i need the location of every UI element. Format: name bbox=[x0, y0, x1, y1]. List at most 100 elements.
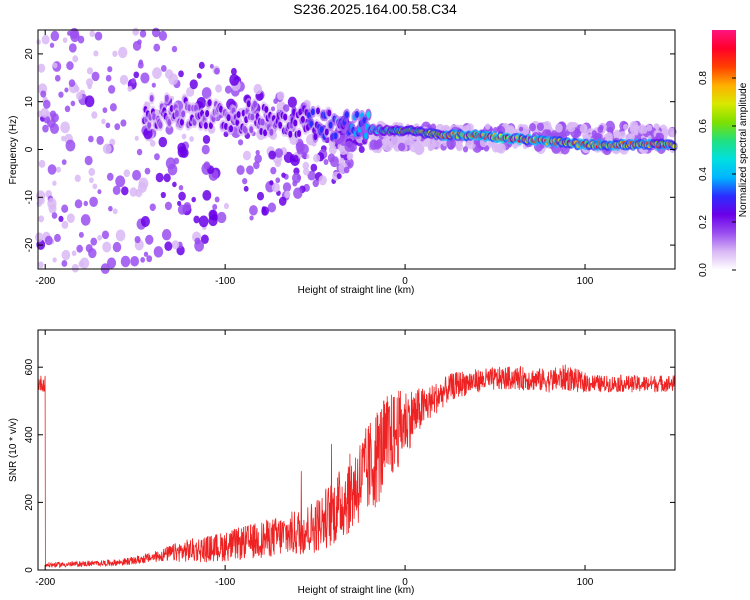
spectrogram-cell bbox=[176, 245, 185, 256]
spectrogram-cell bbox=[40, 90, 47, 98]
spectrogram-cell bbox=[229, 73, 240, 86]
spectrogram-cell bbox=[201, 87, 212, 99]
colorbar-tick-label: 0.0 bbox=[698, 263, 709, 277]
spectrogram-cell bbox=[202, 190, 212, 201]
signal-cell bbox=[147, 121, 152, 129]
spectrogram-cell bbox=[194, 237, 201, 245]
spectrogram-cell bbox=[60, 121, 71, 134]
spectrogram-cell bbox=[173, 157, 180, 165]
signal-cell bbox=[324, 128, 329, 136]
spectrogram-cell bbox=[112, 241, 122, 253]
spectrogram-cell bbox=[171, 240, 180, 250]
spectrogram-cell bbox=[485, 123, 491, 130]
spectrogram-cell bbox=[134, 135, 139, 141]
spectrogram-cell bbox=[89, 196, 98, 208]
snr-frame bbox=[37, 329, 676, 571]
spectrogram-cell bbox=[494, 144, 501, 152]
spectrogram-cell bbox=[196, 96, 207, 109]
spectrogram-cell bbox=[61, 204, 69, 213]
spectrogram-cell bbox=[50, 30, 60, 42]
signal-cell bbox=[236, 111, 241, 119]
snr-y-label: SNR (10 * v/v) bbox=[8, 418, 19, 482]
signal-cell bbox=[250, 113, 255, 121]
signal-cell bbox=[174, 109, 179, 117]
colorbar-gradient bbox=[712, 30, 736, 270]
spectrogram-cell bbox=[269, 180, 274, 186]
spectrogram-cell bbox=[198, 61, 205, 69]
spectrogram-cell bbox=[129, 187, 138, 197]
spectrogram-cell bbox=[119, 74, 129, 85]
spectrogram-cell bbox=[223, 202, 230, 210]
spectrogram-cell bbox=[145, 234, 154, 245]
spectrogram-cell bbox=[189, 79, 198, 90]
colorbar-tick-label: 0.2 bbox=[698, 215, 709, 229]
spectrogram-cell bbox=[131, 77, 136, 84]
spectrogram-cell bbox=[93, 50, 99, 57]
spectrogram-cell bbox=[36, 200, 43, 207]
spectrogram-cell bbox=[66, 213, 75, 223]
snr-y-tick-label: 400 bbox=[24, 426, 35, 443]
spectrogram-cell bbox=[473, 139, 478, 145]
spectrogram-cell bbox=[422, 139, 430, 148]
spectrogram-cell bbox=[390, 136, 401, 149]
spectrogram-cell bbox=[242, 177, 248, 185]
spectrogram-cell bbox=[284, 190, 291, 199]
spectrogram-cell bbox=[242, 150, 252, 161]
spectrogram-cell bbox=[200, 234, 209, 244]
signal-cell bbox=[167, 118, 172, 126]
spectrogram-x-label: Height of straight line (km) bbox=[298, 285, 415, 296]
spectrogram-cell bbox=[328, 145, 337, 155]
spectrogram-cell bbox=[591, 130, 598, 137]
colorbar-ticks: 0.0 0.2 0.4 0.6 0.8 bbox=[698, 71, 736, 277]
spectrogram-cell bbox=[109, 103, 117, 112]
spectrogram-cell bbox=[276, 91, 285, 101]
spectrogram-cell bbox=[64, 105, 71, 113]
spectrogram-cell bbox=[555, 123, 563, 133]
spectrogram-cell bbox=[70, 100, 76, 107]
spectrogram-cell bbox=[71, 263, 79, 273]
spectrogram-cell bbox=[83, 200, 89, 207]
spectrogram-cell bbox=[151, 82, 156, 88]
spectrogram-cell bbox=[112, 208, 118, 215]
signal-cell bbox=[263, 129, 268, 137]
signal-cell bbox=[179, 118, 184, 126]
spectrogram-cell bbox=[214, 67, 220, 75]
spectrogram-cell bbox=[181, 133, 187, 140]
spectrogram-cell bbox=[91, 71, 100, 82]
spectrogram-cell bbox=[101, 230, 110, 240]
spectrogram-cell bbox=[168, 73, 179, 86]
snr-x-tick-label: -200 bbox=[35, 577, 55, 588]
spectrogram-cell bbox=[88, 167, 96, 176]
spectrogram-cell bbox=[347, 162, 352, 168]
spectrogram-x-ticks: -200 -100 0 100 bbox=[35, 30, 594, 287]
spectrogram-cell bbox=[177, 204, 187, 215]
spectrogram-cell bbox=[42, 124, 49, 133]
signal-cell bbox=[164, 94, 169, 102]
spectrogram-cell bbox=[115, 175, 126, 188]
spectrogram-cell bbox=[261, 206, 269, 216]
spectrogram-cell bbox=[127, 85, 133, 92]
signal-cell bbox=[288, 130, 293, 138]
spectrogram-x-tick-label: 100 bbox=[577, 276, 594, 287]
spectrogram-cell bbox=[336, 173, 342, 180]
spectrogram-cell bbox=[123, 169, 131, 178]
spectrogram-cell bbox=[84, 95, 95, 108]
spectrogram-cell bbox=[579, 124, 588, 134]
spectrogram-cell bbox=[313, 153, 321, 163]
spectrogram-cell bbox=[149, 203, 156, 212]
spectrogram-cell bbox=[198, 215, 209, 228]
spectrogram-cell bbox=[409, 140, 419, 153]
spectrogram-cell bbox=[94, 31, 103, 41]
spectrogram-cell bbox=[307, 170, 316, 181]
signal-cell bbox=[344, 111, 349, 119]
signal-cell bbox=[328, 121, 333, 129]
spectrogram-cell bbox=[270, 166, 277, 175]
spectrogram-cell bbox=[35, 232, 44, 243]
spectrogram-cell bbox=[51, 212, 58, 219]
spectrogram-cell bbox=[164, 241, 173, 252]
spectrogram-cell bbox=[69, 27, 79, 39]
spectrogram-cell bbox=[292, 180, 298, 187]
signal-cell bbox=[366, 111, 371, 119]
spectrogram-cell bbox=[623, 123, 629, 131]
